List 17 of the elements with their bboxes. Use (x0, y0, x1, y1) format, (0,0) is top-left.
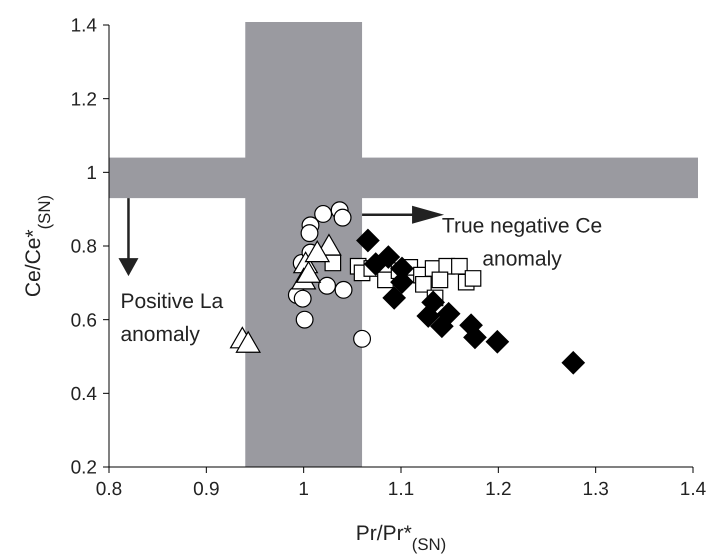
x-tick-label: 0.8 (96, 479, 122, 500)
y-tick-label: 0.2 (70, 458, 97, 479)
x-tick-label: 1.3 (582, 479, 609, 500)
x-axis-title: Pr/Pr*$_{(SN)}$ (356, 522, 446, 554)
annotation: True negative Ce anomaly (442, 214, 602, 271)
x-tick-label: 1.1 (388, 479, 414, 500)
annotation: Positive La anomaly (120, 290, 224, 346)
x-tick-label: 1.2 (485, 479, 512, 500)
y-tick-label: 0.4 (70, 384, 98, 405)
y-tick-label: 1 (86, 162, 97, 184)
x-tick-label: 0.9 (193, 479, 220, 500)
y-tick-label: 1.2 (70, 89, 97, 110)
x-tick-label: 1 (298, 479, 309, 500)
y-tick-label: 1.4 (70, 16, 98, 37)
x-tick-label: 1.4 (680, 479, 707, 500)
y-tick-label: 0.6 (70, 310, 97, 332)
y-tick-label: 0.8 (70, 236, 97, 258)
